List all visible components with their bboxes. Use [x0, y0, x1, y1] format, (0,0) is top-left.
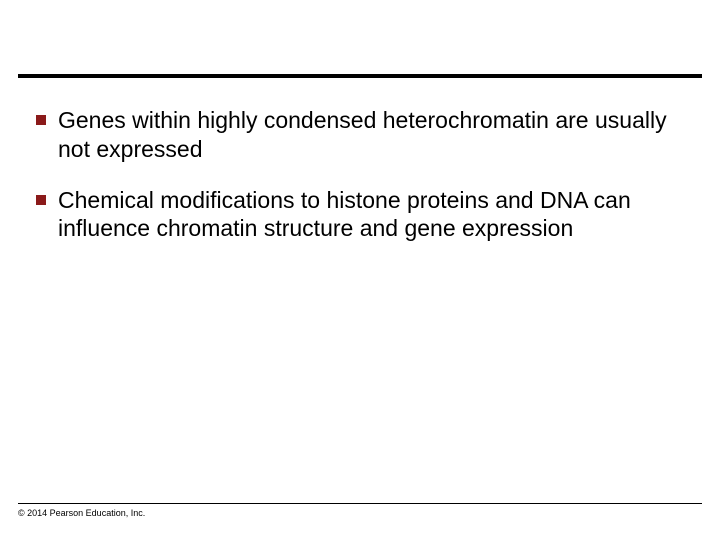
bullet-text: Chemical modifications to histone protei…	[58, 186, 684, 244]
list-item: Genes within highly condensed heterochro…	[36, 106, 684, 164]
header-divider	[18, 0, 702, 78]
bullet-icon	[36, 195, 46, 205]
bullet-text: Genes within highly condensed heterochro…	[58, 106, 684, 164]
footer: © 2014 Pearson Education, Inc.	[18, 503, 702, 518]
content-area: Genes within highly condensed heterochro…	[0, 78, 720, 540]
footer-divider	[18, 503, 702, 504]
bullet-icon	[36, 115, 46, 125]
slide: Genes within highly condensed heterochro…	[0, 0, 720, 540]
copyright-text: © 2014 Pearson Education, Inc.	[18, 508, 702, 518]
list-item: Chemical modifications to histone protei…	[36, 186, 684, 244]
